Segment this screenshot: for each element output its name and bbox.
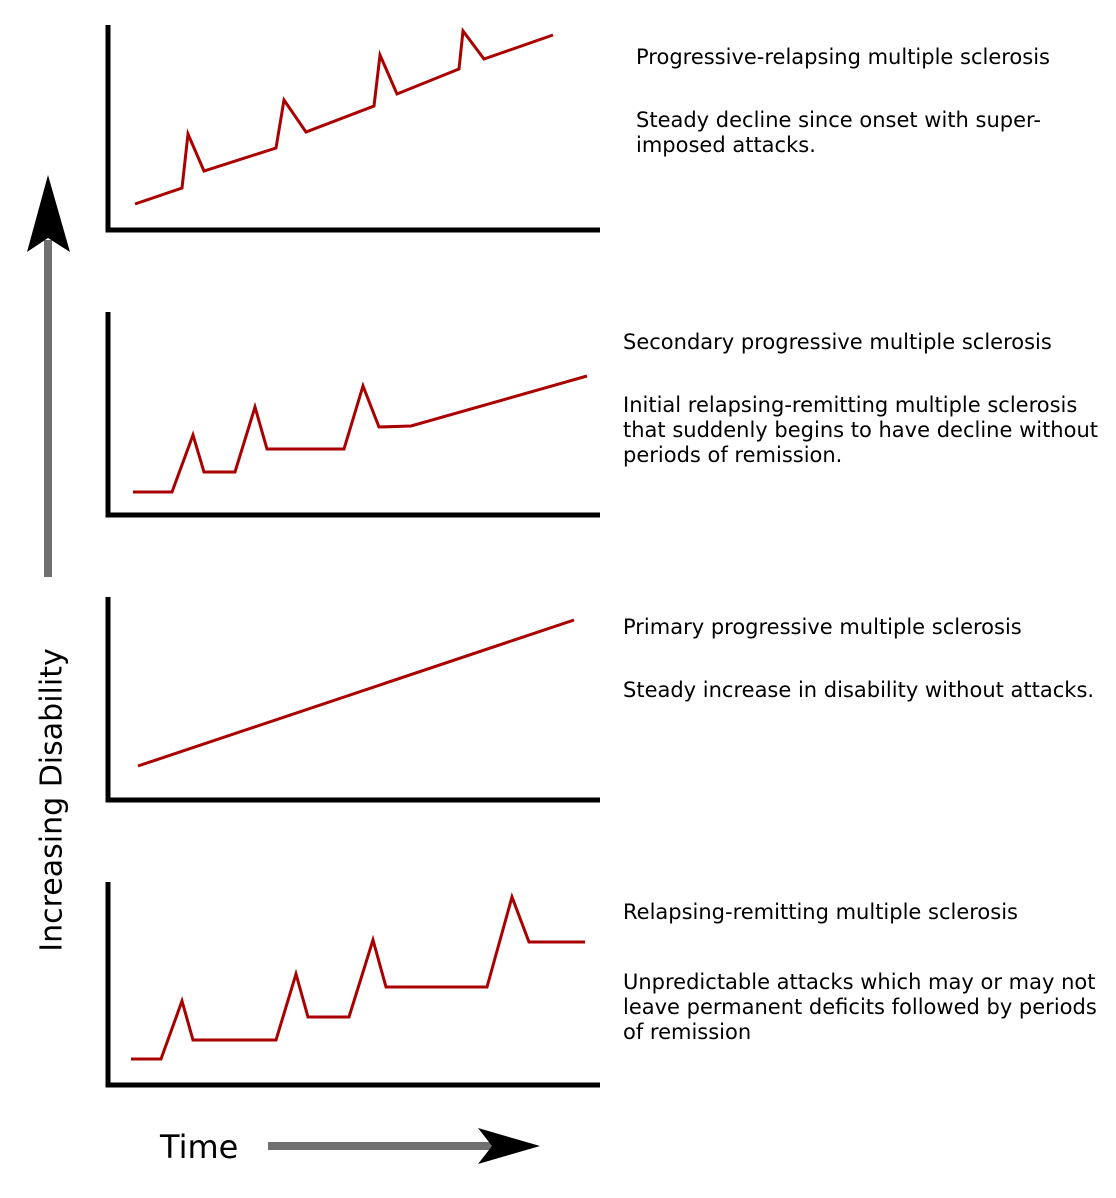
panel-secondary-progressive [105,312,600,518]
disability-curve [133,374,588,494]
panel-relapsing-remitting [105,882,600,1088]
panel-description: Steady decline since onset with super- i… [636,108,1041,157]
panel-axes [105,597,600,803]
disability-curve [131,892,585,1061]
panel-secondary-progressive-text: Secondary progressive multiple sclerosis… [623,305,1098,493]
disability-curve [134,27,554,206]
panel-axes [105,25,600,233]
disability-curve [137,618,575,768]
panel-description: Initial relapsing-remitting multiple scl… [623,393,1099,467]
panel-title: Progressive-relapsing multiple sclerosis [636,45,1051,69]
panel-relapsing-remitting-text: Relapsing-remitting multiple sclerosis U… [623,875,1097,1070]
disability-arrow [27,175,70,577]
panel-primary-progressive [105,597,600,803]
panel-progressive-relapsing-text: Progressive-relapsing multiple sclerosis… [636,20,1050,183]
y-axis-label: Increasing Disability [34,648,70,952]
time-arrow [268,1128,540,1164]
panel-title: Secondary progressive multiple sclerosis [623,330,1052,354]
panel-axes [105,882,600,1088]
panel-description: Unpredictable attacks which may or may n… [623,970,1097,1044]
panel-progressive-relapsing [105,25,600,233]
panel-title: Primary progressive multiple sclerosis [623,615,1022,639]
panel-title: Relapsing-remitting multiple sclerosis [623,900,1019,924]
panel-primary-progressive-text: Primary progressive multiple sclerosis S… [623,590,1094,728]
x-axis-label: Time [160,1128,239,1166]
panel-axes [105,312,600,518]
panel-description: Steady increase in disability without at… [623,678,1095,702]
